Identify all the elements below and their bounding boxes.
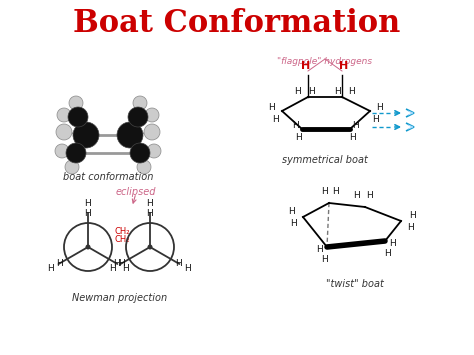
Text: H: H [122, 264, 128, 273]
Text: H: H [353, 120, 359, 130]
Circle shape [133, 96, 147, 110]
Circle shape [56, 124, 72, 140]
Circle shape [128, 107, 148, 127]
Text: H: H [146, 200, 154, 208]
Text: H: H [317, 246, 323, 255]
Circle shape [144, 124, 160, 140]
Circle shape [117, 122, 143, 148]
Text: H: H [348, 87, 356, 95]
Text: H: H [322, 255, 328, 263]
Text: H: H [269, 104, 275, 113]
Circle shape [130, 143, 150, 163]
Text: H: H [354, 191, 360, 201]
Text: H: H [113, 259, 120, 268]
Text: H: H [408, 224, 414, 233]
Text: CH₂: CH₂ [114, 235, 130, 245]
Text: H: H [390, 239, 396, 247]
Text: H: H [373, 115, 379, 125]
Text: Boat Conformation: Boat Conformation [73, 8, 401, 39]
Text: H: H [175, 259, 182, 268]
Text: H: H [47, 264, 54, 273]
Text: H: H [333, 186, 339, 196]
Text: H: H [322, 186, 328, 196]
Circle shape [145, 108, 159, 122]
Text: "flagpole" hydrogens: "flagpole" hydrogens [277, 57, 373, 66]
Text: "twist" boat: "twist" boat [326, 279, 384, 289]
Text: H: H [350, 133, 356, 142]
Text: CH₂: CH₂ [114, 226, 130, 235]
Circle shape [65, 160, 79, 174]
Text: H: H [273, 115, 279, 125]
Text: H: H [184, 264, 191, 273]
Text: Newman projection: Newman projection [73, 293, 168, 303]
Text: H: H [292, 120, 300, 130]
Circle shape [55, 144, 69, 158]
Text: H: H [289, 207, 295, 215]
Text: H: H [377, 104, 383, 113]
Circle shape [147, 245, 153, 250]
Circle shape [137, 160, 151, 174]
Text: H: H [366, 191, 374, 201]
Text: H: H [301, 61, 310, 71]
Text: H: H [118, 259, 125, 268]
Text: H: H [56, 259, 63, 268]
Circle shape [147, 144, 161, 158]
Text: H: H [85, 200, 91, 208]
Text: H: H [295, 87, 301, 95]
Text: H: H [291, 218, 297, 228]
Text: eclipsed: eclipsed [116, 187, 156, 197]
Text: boat conformation: boat conformation [63, 172, 153, 182]
Text: H: H [339, 61, 348, 71]
Text: H: H [109, 264, 116, 273]
Text: H: H [335, 87, 341, 95]
Circle shape [73, 122, 99, 148]
Circle shape [66, 143, 86, 163]
Circle shape [68, 107, 88, 127]
Text: H: H [410, 212, 416, 220]
Text: H: H [85, 209, 91, 218]
Text: H: H [309, 87, 315, 95]
Text: H: H [296, 133, 302, 142]
Text: H: H [384, 248, 392, 257]
Text: H: H [146, 209, 154, 218]
Text: symmetrical boat: symmetrical boat [282, 155, 368, 165]
Circle shape [69, 96, 83, 110]
Circle shape [85, 245, 91, 250]
Circle shape [57, 108, 71, 122]
